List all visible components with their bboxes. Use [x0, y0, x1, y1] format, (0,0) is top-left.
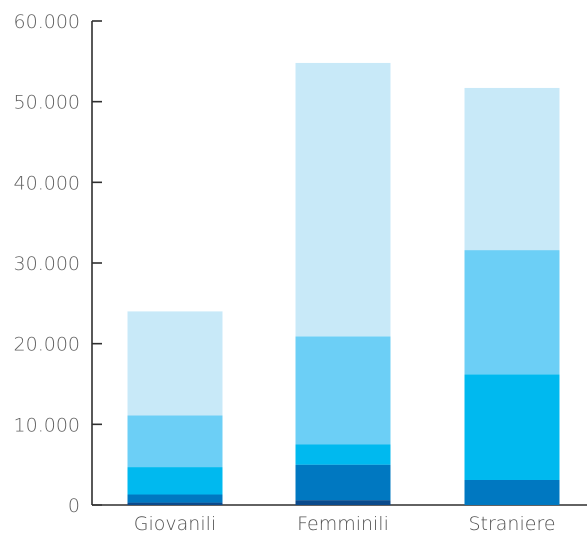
- bar-segment-giovanili-4: [127, 415, 223, 468]
- bar-segment-giovanili-3: [127, 467, 223, 495]
- x-category-label: Giovanili: [134, 513, 216, 533]
- y-tick-label: 60.000: [14, 11, 80, 33]
- bar-segment-straniere-5: [464, 87, 560, 251]
- y-tick-label: 0: [68, 495, 80, 517]
- bar-segment-giovanili-1: [127, 502, 223, 505]
- y-tick-label: 10.000: [14, 414, 80, 436]
- bar-segment-straniere-4: [464, 250, 560, 375]
- x-category-label: Straniere: [468, 513, 555, 533]
- y-tick-label: 30.000: [14, 253, 80, 275]
- bar-segment-giovanili-5: [127, 311, 223, 416]
- bar-segment-femminili-4: [295, 336, 391, 445]
- y-tick-label: 20.000: [14, 334, 80, 356]
- y-tick-label: 40.000: [14, 172, 80, 194]
- bar-segment-giovanili-2: [127, 494, 223, 503]
- x-category-label: Femminili: [297, 513, 389, 533]
- bar-segment-femminili-3: [295, 444, 391, 465]
- bar-segment-femminili-5: [295, 62, 391, 337]
- bars: [127, 62, 560, 505]
- bar-segment-femminili-2: [295, 464, 391, 501]
- bar-segment-femminili-1: [295, 500, 391, 505]
- bar-segment-straniere-3: [464, 374, 560, 480]
- labels: 0 10.000 20.000 30.000 40.000 50.000 60.000 Gio…: [14, 11, 556, 533]
- bar-segment-straniere-2: [464, 479, 560, 505]
- y-tick-label: 50.000: [14, 92, 80, 114]
